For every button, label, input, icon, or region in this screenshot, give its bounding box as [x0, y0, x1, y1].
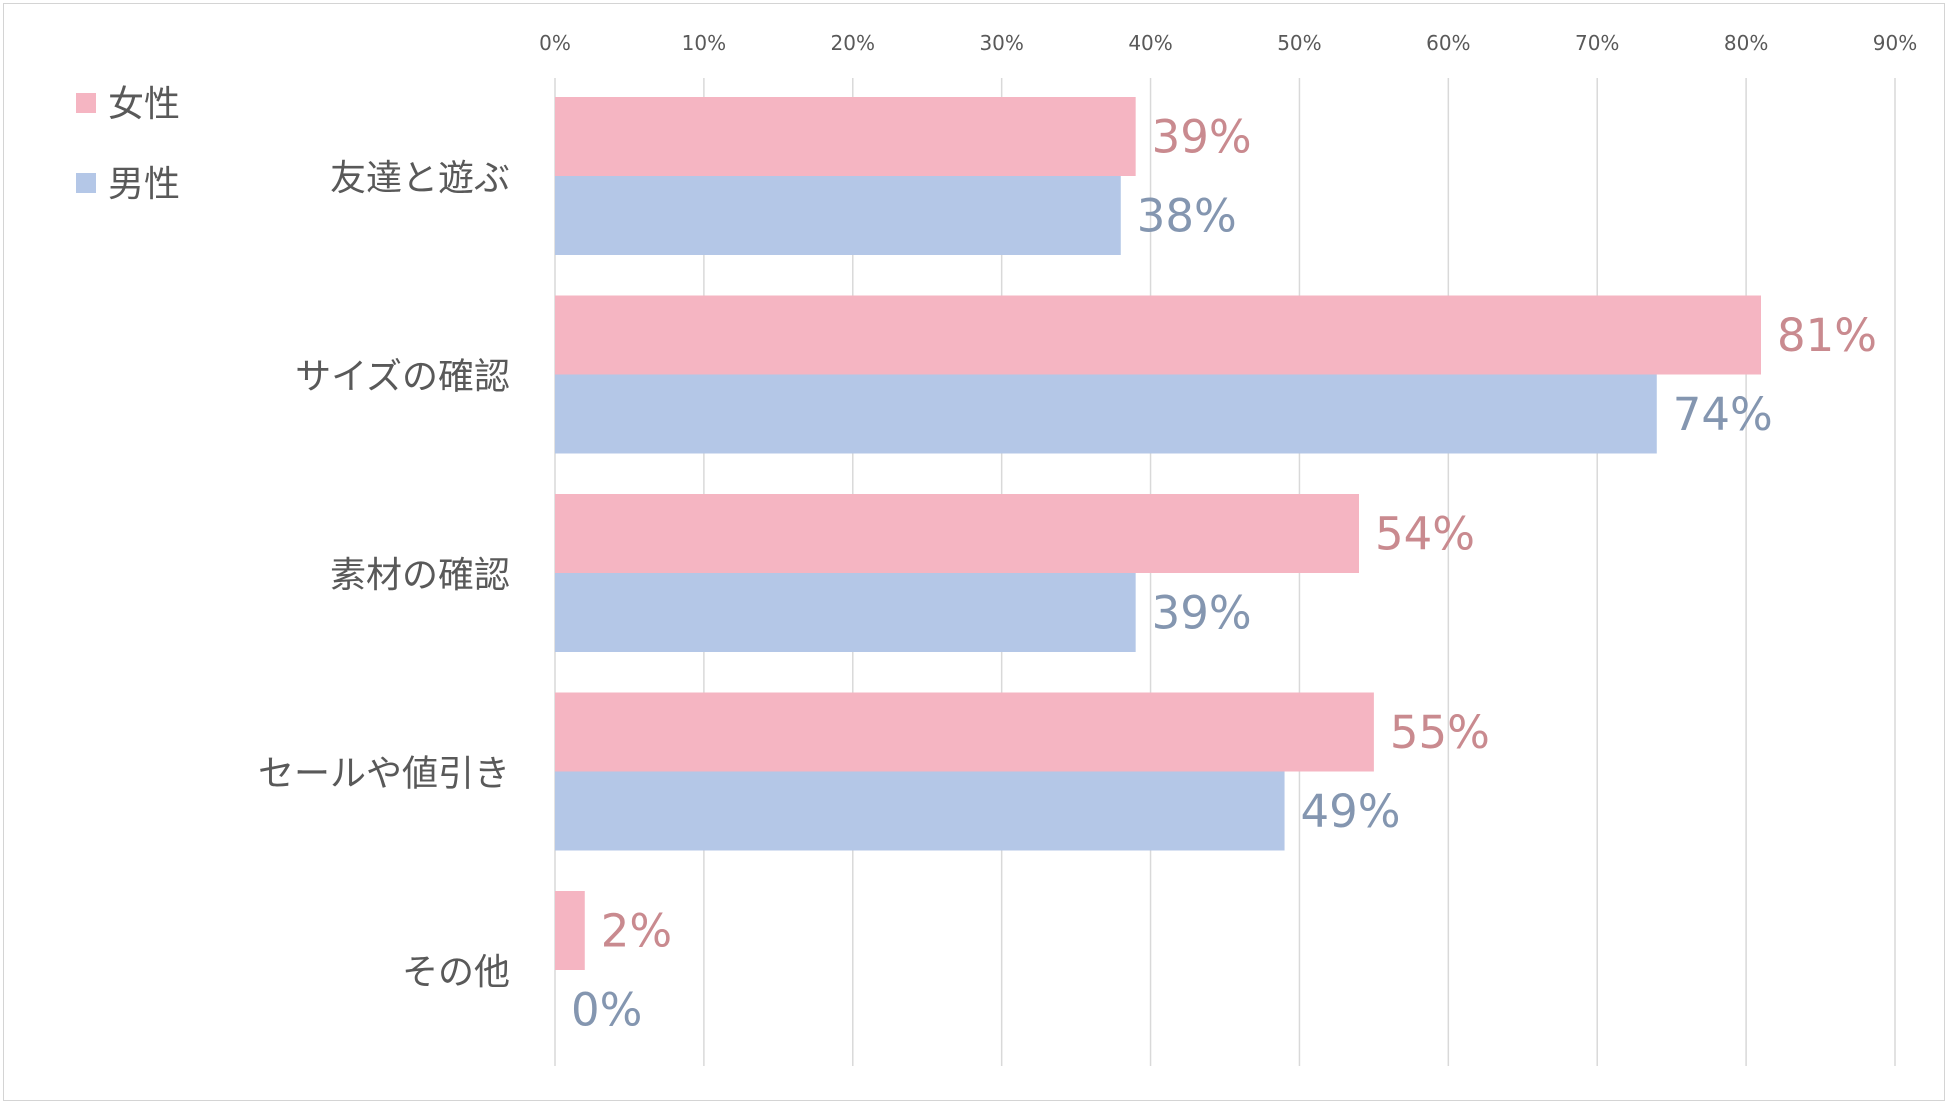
x-axis-ticks: 0% 10% 20% 30% 40% 50% 60% 70% 80% 90%: [539, 31, 1917, 55]
x-tick-label: 90%: [1873, 31, 1917, 55]
data-labels: 39% 38% 81%74% 54% 39% 55% 49% 2% 0%: [571, 111, 1877, 1037]
x-tick-label: 50%: [1277, 31, 1321, 55]
x-tick-label: 10%: [682, 31, 726, 55]
category-label: セールや値引き: [258, 754, 510, 795]
data-label: 54%: [1375, 508, 1475, 561]
bar-female: [555, 494, 1359, 573]
data-label: 39%: [1152, 111, 1252, 164]
legend-swatch: [76, 93, 96, 113]
bar-female: [555, 295, 1761, 375]
legend-label: 男性: [108, 164, 180, 205]
legend-label: 女性: [108, 84, 180, 125]
x-tick-label: 40%: [1128, 31, 1172, 55]
x-tick-label: 60%: [1426, 31, 1470, 55]
x-tick-label: 80%: [1724, 31, 1768, 55]
data-label: 39%: [1152, 587, 1252, 640]
category-label: サイズの確認: [295, 357, 510, 398]
bar-female: [555, 97, 1136, 176]
bar-male: [555, 374, 1657, 454]
x-tick-label: 0%: [539, 31, 571, 55]
data-label: 0%: [571, 984, 642, 1037]
x-tick-label: 30%: [979, 31, 1023, 55]
category-label: 素材の確認: [330, 555, 510, 596]
data-label: 55%: [1390, 706, 1490, 759]
bar-male: [555, 573, 1136, 652]
data-label: 2%: [601, 905, 672, 958]
data-label: 38%: [1137, 190, 1237, 243]
bar-male: [555, 176, 1121, 255]
bar-female: [555, 891, 585, 970]
bars: [555, 97, 1761, 970]
x-tick-label: 20%: [831, 31, 875, 55]
category-label: その他: [402, 952, 510, 993]
data-label: 49%: [1301, 785, 1401, 838]
x-tick-label: 70%: [1575, 31, 1619, 55]
bar-female: [555, 692, 1374, 772]
category-label: 友達と遊ぶ: [330, 158, 510, 199]
data-label: 74%: [1673, 388, 1773, 441]
data-label: 81%: [1777, 309, 1877, 362]
legend-swatch: [76, 173, 96, 193]
bar-male: [555, 771, 1285, 851]
